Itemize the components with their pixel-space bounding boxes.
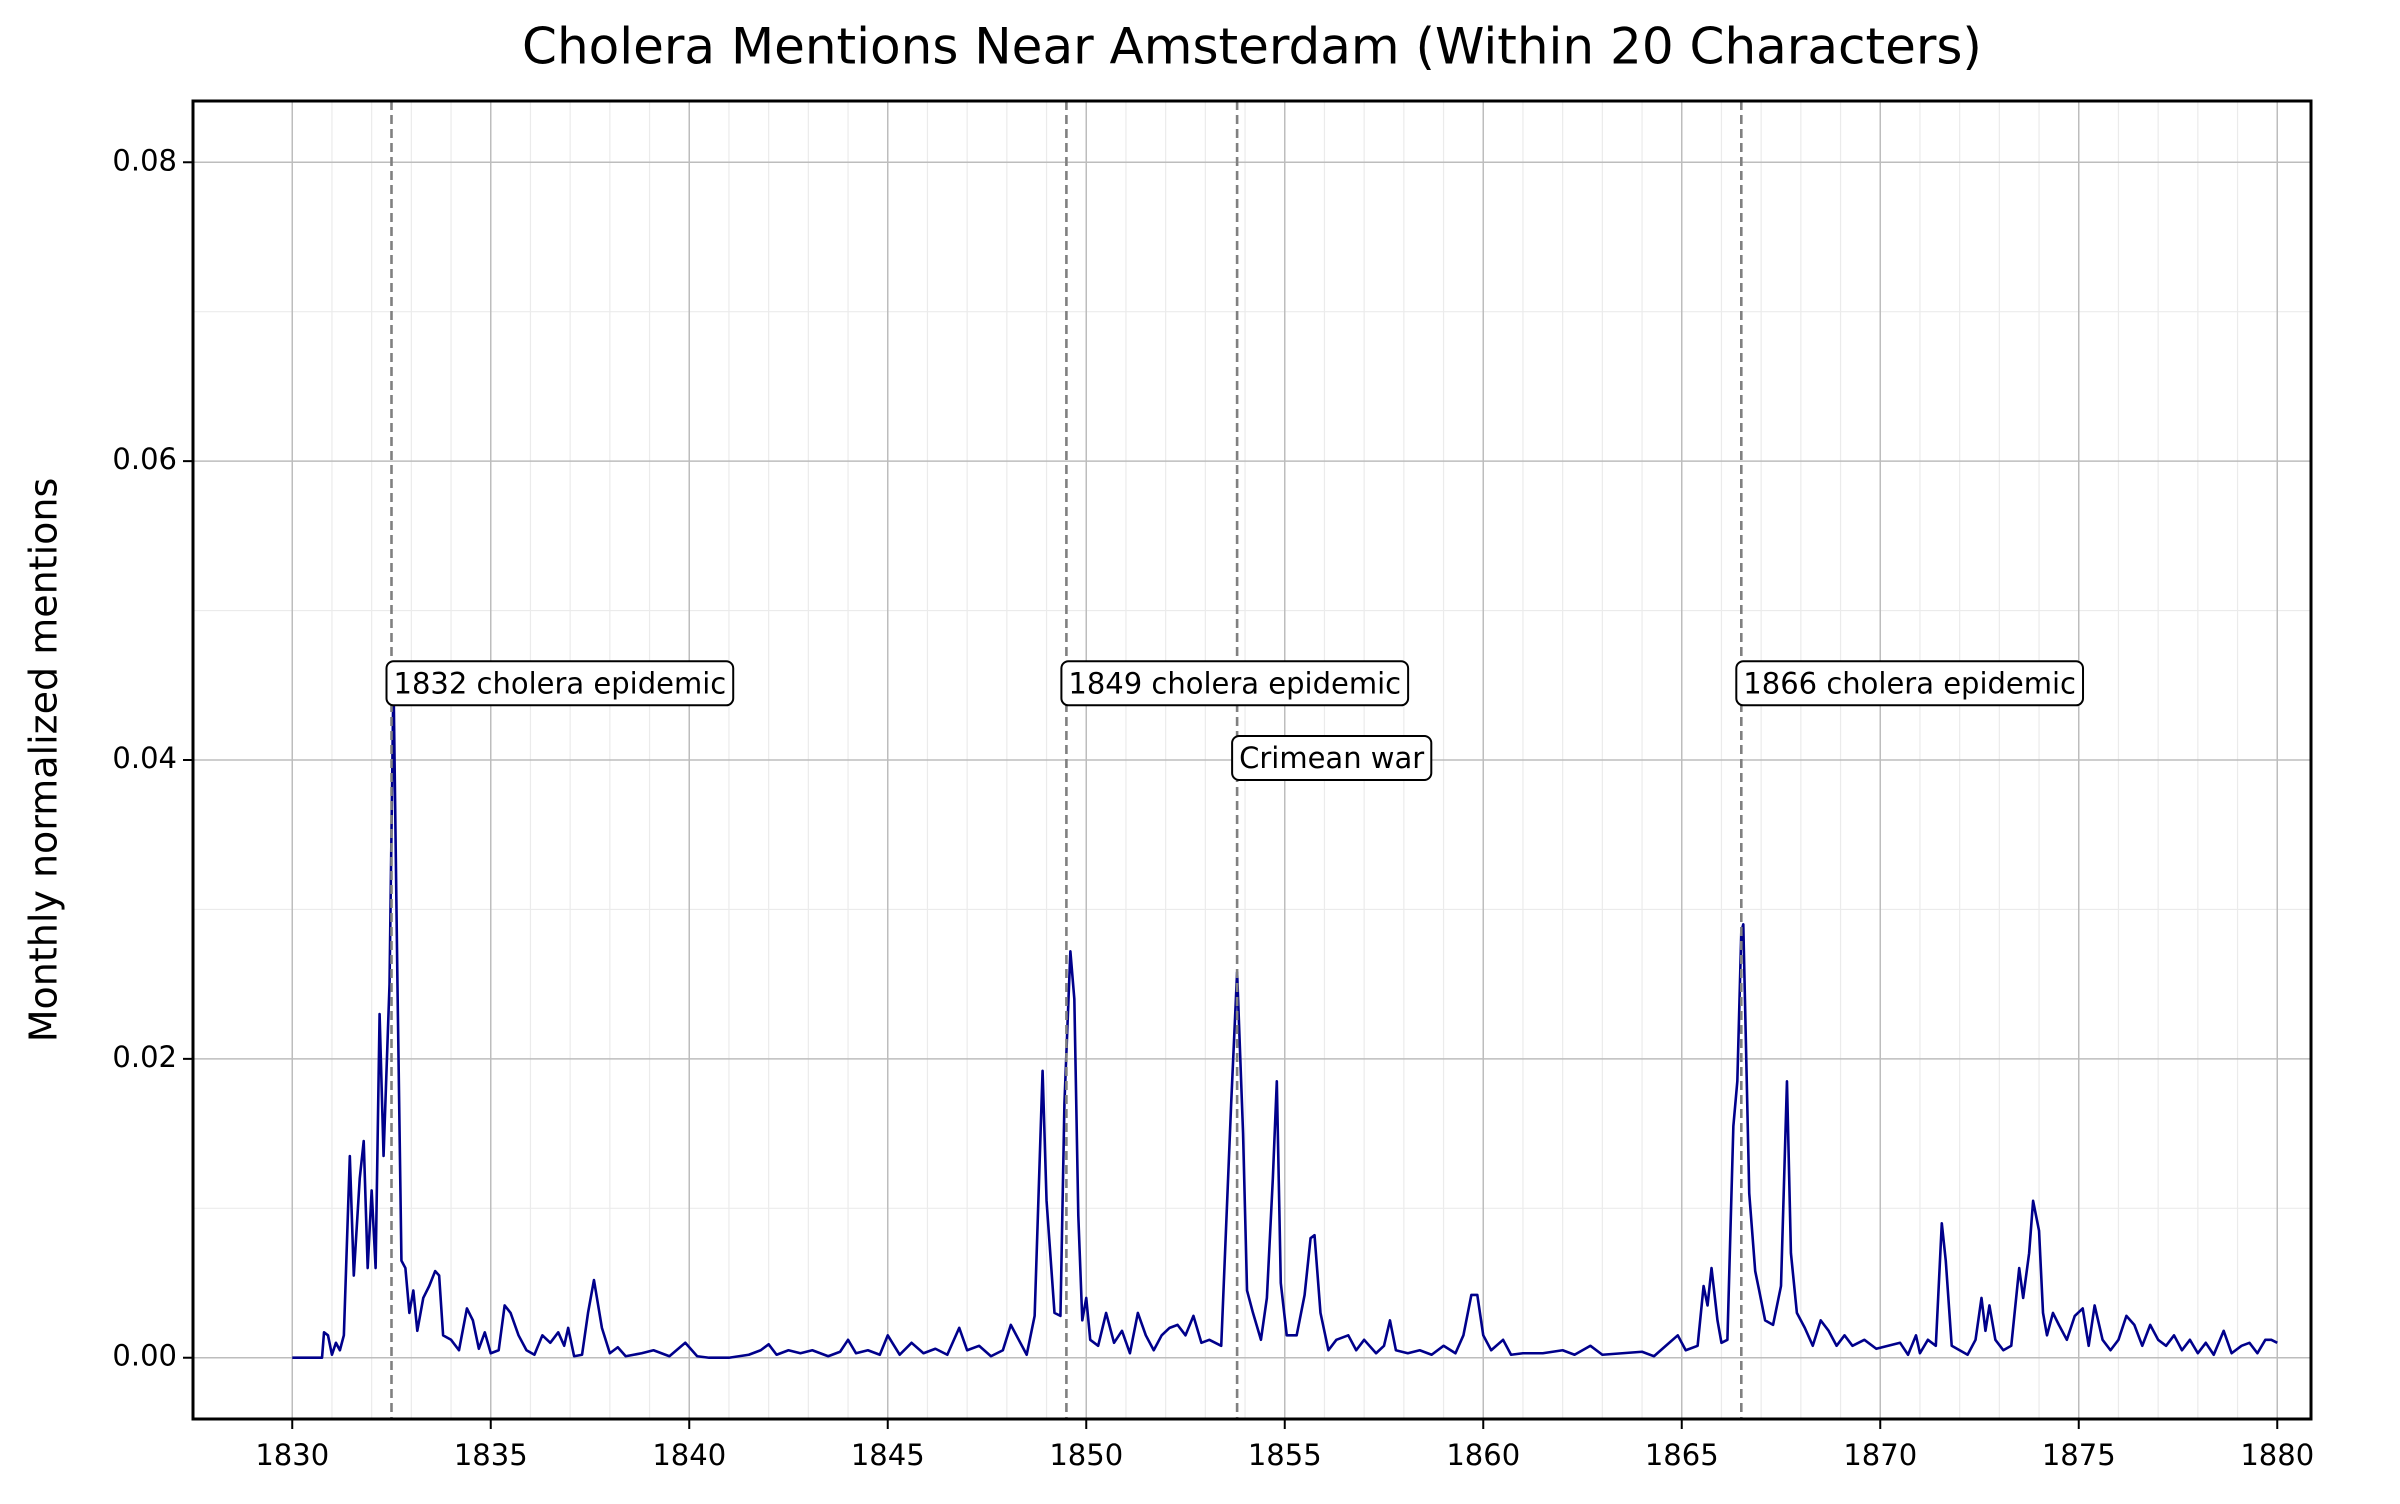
- x-tick-label: 1855: [1248, 1438, 1322, 1472]
- annotation: Crimean war: [1231, 735, 1433, 781]
- annotation-box: [1735, 660, 2085, 707]
- x-tick-label: 1830: [255, 1438, 329, 1472]
- y-tick-label: 0.08: [112, 143, 177, 177]
- annotation: 1849 cholera epidemic: [1060, 660, 1410, 707]
- x-tick-label: 1850: [1049, 1438, 1123, 1472]
- annotation: 1866 cholera epidemic: [1735, 660, 2085, 707]
- annotation-label: 1866 cholera epidemic: [1743, 666, 2076, 700]
- y-tick-label: 0.06: [112, 442, 177, 476]
- x-tick-label: 1865: [1645, 1438, 1719, 1472]
- x-tick-label: 1880: [2240, 1438, 2314, 1472]
- x-tick-label: 1835: [454, 1438, 528, 1472]
- y-tick-label: 0.02: [112, 1040, 177, 1074]
- data-line: [292, 676, 2278, 1360]
- grid: [193, 101, 2311, 1419]
- x-tick-label: 1870: [1843, 1438, 1917, 1472]
- y-tick-label: 0.04: [112, 741, 177, 775]
- x-tick-label: 1840: [652, 1438, 726, 1472]
- annotation-box: [1231, 735, 1433, 781]
- y-tick-label: 0.00: [112, 1339, 177, 1373]
- plot-frame: [191, 99, 2313, 1421]
- x-tick-label: 1860: [1446, 1438, 1520, 1472]
- y-axis-label: Monthly normalized mentions: [22, 478, 66, 1043]
- annotation-label: 1832 cholera epidemic: [394, 666, 727, 700]
- chart-title: Cholera Mentions Near Amsterdam (Within …: [522, 18, 1982, 76]
- annotation-label: Crimean war: [1239, 741, 1424, 775]
- annotation: 1832 cholera epidemic: [385, 660, 735, 707]
- x-tick-label: 1875: [2042, 1438, 2116, 1472]
- x-tick-label: 1845: [851, 1438, 925, 1472]
- annotation-box: [385, 660, 735, 707]
- annotation-box: [1060, 660, 1410, 707]
- annotation-label: 1849 cholera epidemic: [1068, 666, 1401, 700]
